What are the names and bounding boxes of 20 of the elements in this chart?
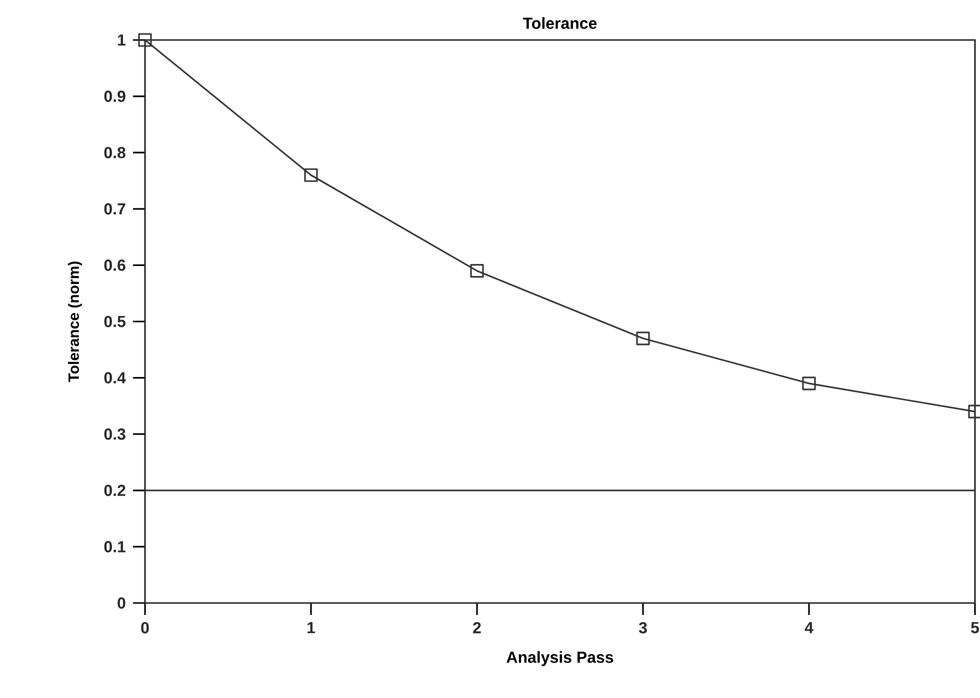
x-tick-label: 2: [473, 622, 481, 634]
y-tick-label: 0.4: [104, 372, 126, 384]
x-tick-label: 4: [804, 622, 814, 634]
y-tick-label: 0.8: [104, 146, 126, 158]
y-tick-label: 0.9: [104, 90, 126, 102]
y-tick-label: 0.7: [104, 203, 126, 215]
y-tick-label: 0.3: [104, 428, 126, 440]
x-tick-label: 0: [141, 622, 149, 634]
x-tick-label: 5: [971, 622, 979, 634]
y-tick-label: 0.2: [104, 484, 126, 496]
y-tick-label: 0.1: [104, 541, 126, 552]
y-tick-label: 0: [118, 597, 126, 609]
y-tick-label: 0.5: [104, 316, 126, 328]
x-tick-label: 3: [638, 622, 647, 634]
chart-title: Tolerance: [522, 17, 597, 29]
x-tick-label: 1: [308, 622, 315, 634]
y-axis-title: Tolerance (norm): [68, 262, 82, 382]
y-tick-label: 1: [118, 34, 126, 46]
x-axis-title: Analysis Pass: [506, 651, 614, 666]
y-tick-label: 0.6: [104, 260, 126, 271]
